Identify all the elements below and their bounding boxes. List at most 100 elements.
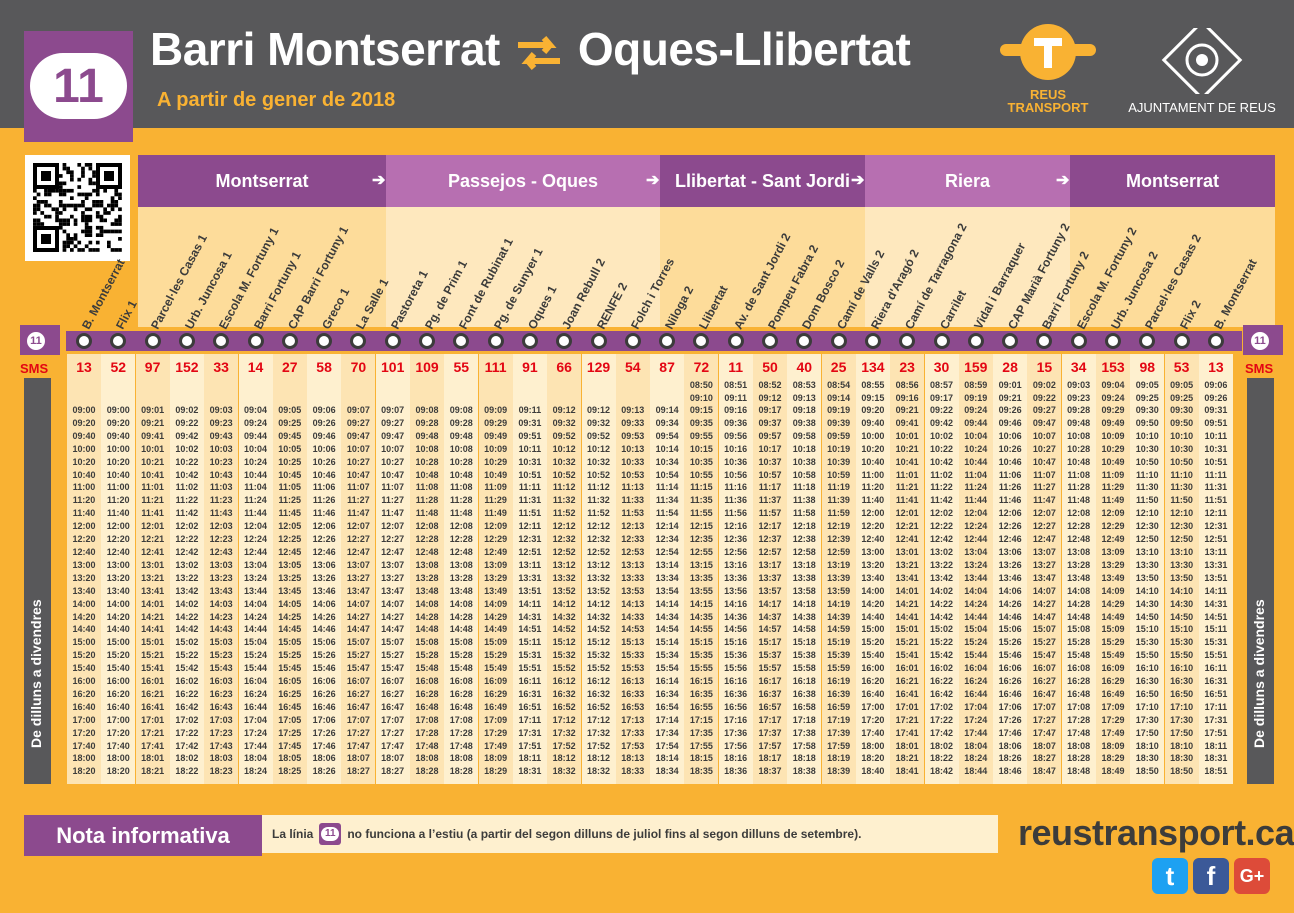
regular-times: 09:00 09:20 09:40 10:00 10:20 10:40 11:0… bbox=[106, 405, 130, 777]
early-times: 09:03 09:23 bbox=[1067, 380, 1091, 403]
regular-times: 09:30 09:50 10:10 10:30 10:50 11:10 11:3… bbox=[1170, 405, 1194, 777]
sms-code: 55 bbox=[453, 359, 470, 375]
operator-name: REUS TRANSPORT bbox=[1007, 87, 1089, 115]
zone-arrow-icon: ➔ bbox=[851, 172, 865, 189]
stop-name: Carrilet bbox=[936, 287, 969, 332]
regular-times: 09:14 09:34 09:54 10:14 10:34 10:54 11:1… bbox=[655, 405, 679, 777]
zone-band bbox=[1070, 207, 1275, 327]
stop-name: Oques 1 bbox=[524, 283, 560, 332]
note-text-before: La línia bbox=[272, 827, 314, 841]
subtitle: A partir de gener de 2018 bbox=[157, 89, 396, 111]
regular-times: 09:08 09:28 09:48 10:08 10:28 10:48 11:0… bbox=[415, 405, 439, 777]
regular-times: 09:22 09:42 10:02 10:22 10:42 11:02 11:2… bbox=[929, 405, 954, 777]
note-text: La línia 11 no funciona a l’estiu (a par… bbox=[262, 815, 998, 853]
regular-times: 09:31 09:51 10:11 10:31 10:51 11:11 11:3… bbox=[1204, 405, 1228, 777]
regular-times: 09:01 09:21 09:41 10:01 10:21 10:41 11:0… bbox=[141, 405, 165, 777]
sms-code: 53 bbox=[1173, 359, 1190, 375]
stop-column bbox=[787, 354, 822, 784]
stop-column bbox=[375, 354, 410, 784]
stop-dot bbox=[727, 333, 744, 349]
early-times: 08:50 09:10 bbox=[689, 380, 713, 403]
line-badge-right: 11 bbox=[1248, 329, 1272, 353]
sms-code: 58 bbox=[316, 359, 332, 375]
stop-column bbox=[1061, 354, 1096, 784]
stop-dot bbox=[281, 333, 298, 349]
day-panel-right: De dilluns a divendres bbox=[1247, 378, 1274, 784]
regular-times: 09:07 09:27 09:47 10:07 10:27 10:47 11:0… bbox=[381, 405, 405, 777]
regular-times: 09:18 09:38 09:58 10:18 10:38 10:58 11:1… bbox=[792, 405, 816, 777]
zone-band bbox=[386, 207, 660, 327]
stop-dot bbox=[1173, 333, 1190, 349]
stop-column bbox=[821, 354, 856, 784]
stop-name: B. Montserrat bbox=[1210, 256, 1260, 332]
sms-code: 25 bbox=[830, 359, 847, 375]
stop-dot bbox=[933, 333, 950, 349]
sms-code: 50 bbox=[762, 359, 778, 375]
early-times: 08:52 09:12 bbox=[758, 380, 782, 403]
regular-times: 09:11 09:31 09:51 10:11 10:31 10:51 11:1… bbox=[518, 405, 542, 777]
sms-code: 30 bbox=[933, 359, 950, 375]
stop-column bbox=[238, 354, 273, 784]
stop-name: CAP Marià Fortuny 2 bbox=[1005, 220, 1073, 332]
sms-code: 87 bbox=[659, 359, 675, 375]
title-to: Oques-Llibertat bbox=[577, 23, 911, 75]
regular-times: 09:30 09:50 10:10 10:30 10:50 11:10 11:3… bbox=[1135, 405, 1159, 777]
stop-column bbox=[341, 354, 376, 784]
regular-times: 09:13 09:33 09:53 10:13 10:33 10:53 11:1… bbox=[621, 405, 645, 777]
google-plus-icon[interactable]: G+ bbox=[1234, 858, 1270, 894]
note-badge-number: 11 bbox=[321, 827, 340, 841]
regular-times: 09:04 09:24 09:44 10:04 10:24 10:44 11:0… bbox=[243, 405, 268, 777]
stop-dot bbox=[864, 333, 881, 349]
swap-arrows-icon bbox=[517, 35, 560, 70]
regular-times: 09:02 09:22 09:42 10:02 10:22 10:42 11:0… bbox=[175, 405, 199, 777]
stop-dot bbox=[144, 333, 161, 349]
sms-code: 28 bbox=[1002, 359, 1018, 375]
route-line bbox=[66, 331, 1242, 351]
sms-code: 54 bbox=[625, 359, 641, 375]
stop-dot bbox=[762, 333, 778, 349]
early-times: 08:54 09:14 bbox=[827, 380, 851, 403]
early-times: 08:51 09:11 bbox=[724, 380, 748, 403]
stop-dot bbox=[1207, 333, 1224, 349]
sms-code: 109 bbox=[415, 359, 439, 375]
stop-dot bbox=[590, 333, 607, 349]
stop-column bbox=[1096, 354, 1130, 784]
regular-times: 09:08 09:28 09:48 10:08 10:28 10:48 11:0… bbox=[449, 405, 473, 777]
stop-column bbox=[1164, 354, 1199, 784]
council-shield-icon bbox=[1161, 19, 1243, 101]
stop-column bbox=[924, 354, 959, 784]
qr-code[interactable] bbox=[25, 155, 130, 261]
stop-dot bbox=[110, 333, 127, 349]
regular-times: 09:26 09:46 10:06 10:26 10:46 11:06 11:2… bbox=[998, 405, 1022, 777]
stop-column bbox=[204, 354, 239, 784]
stop-dot bbox=[350, 333, 367, 349]
stop-column bbox=[1027, 354, 1062, 784]
zone-arrow-icon: ➔ bbox=[646, 172, 660, 189]
sms-code: 101 bbox=[381, 359, 405, 375]
line-number: 11 bbox=[30, 53, 127, 119]
stop-name: Greco 1 bbox=[319, 285, 353, 332]
sms-code: 153 bbox=[1101, 359, 1125, 375]
facebook-icon[interactable]: f bbox=[1193, 858, 1229, 894]
regular-times: 09:20 09:40 10:00 10:20 10:40 11:00 11:2… bbox=[861, 405, 885, 777]
stop-column bbox=[718, 354, 753, 784]
stop-column bbox=[1198, 354, 1233, 784]
line-badge-left: 11 bbox=[24, 329, 48, 353]
twitter-icon[interactable]: t bbox=[1152, 858, 1188, 894]
stop-column bbox=[478, 354, 513, 784]
stop-name: Flix 2 bbox=[1176, 297, 1204, 332]
regular-times: 09:19 09:39 09:59 10:19 10:39 10:59 11:1… bbox=[827, 405, 851, 777]
stop-name: Escola M. Fortuny 2 bbox=[1073, 224, 1140, 332]
zone-4: Riera bbox=[865, 155, 1070, 207]
stop-dot bbox=[1105, 333, 1121, 349]
stop-dot bbox=[213, 333, 230, 349]
stop-column bbox=[169, 354, 204, 784]
stop-dot bbox=[556, 333, 573, 349]
sms-code: 40 bbox=[796, 359, 813, 375]
stop-column bbox=[101, 354, 136, 784]
website-link[interactable]: reustransport.cat bbox=[1018, 812, 1294, 853]
regular-times: 09:28 09:48 10:08 10:28 10:48 11:08 11:2… bbox=[1067, 405, 1091, 777]
stop-name: Camí de Tarragona 2 bbox=[902, 220, 970, 332]
note-label: Nota informativa bbox=[24, 815, 262, 856]
stop-dot bbox=[1002, 333, 1019, 349]
